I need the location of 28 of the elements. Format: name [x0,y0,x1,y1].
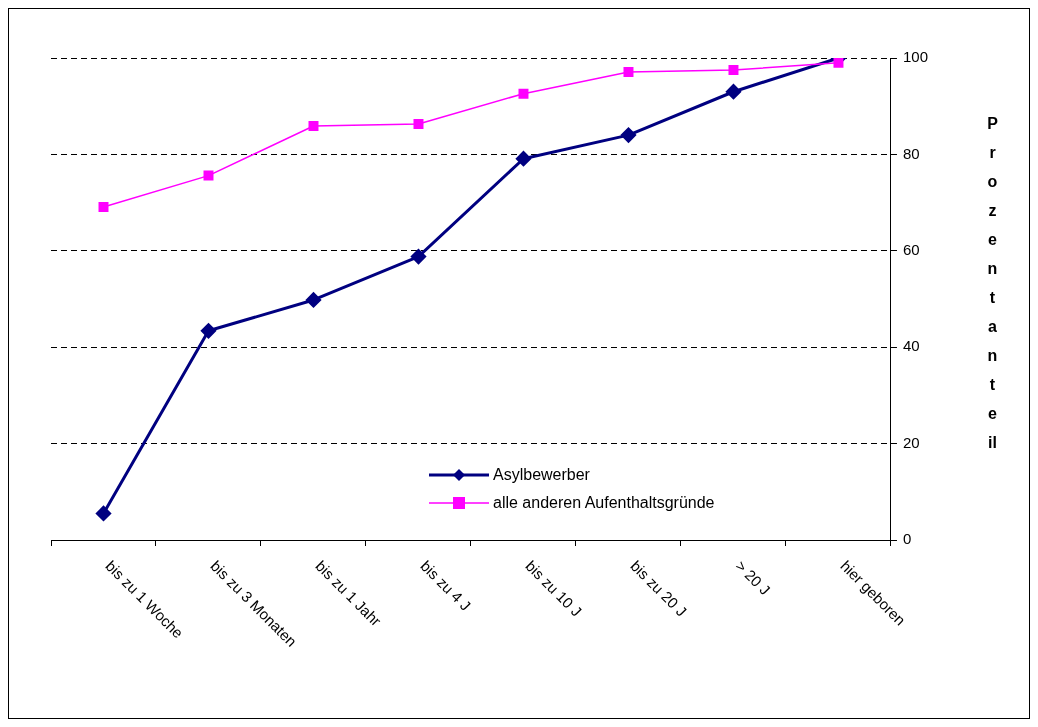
point [620,127,636,143]
point [308,120,319,131]
point [623,66,634,77]
point [305,292,321,308]
y-tick-label: 100 [902,48,928,66]
point [515,151,531,167]
point [725,84,741,100]
text: Prozentanteil [987,115,998,451]
y-tick-label: 60 [902,240,920,258]
x-tick-label: bis zu 20 J [627,557,691,620]
x-tick-label: bis zu 4 J [417,557,475,614]
point [518,88,529,99]
x-tick-label: > 20 J [732,557,774,599]
point [96,505,111,521]
point [201,323,216,339]
y-tick-label: 40 [902,337,920,355]
point [728,65,739,76]
x-tick-label: bis zu 1 Jahr [312,557,385,630]
x-tick-label: bis zu 10 J [522,557,586,620]
point [203,170,214,181]
legend-label: Asylbewerber [493,466,590,484]
y-tick-label: 0 [902,530,912,548]
y-tick-label: 20 [902,433,920,451]
y-tick-label: 80 [902,144,920,162]
point [413,119,424,130]
legend-label: alle anderen Aufenthaltsgründe [493,494,715,512]
point [410,249,426,265]
point [98,201,109,212]
